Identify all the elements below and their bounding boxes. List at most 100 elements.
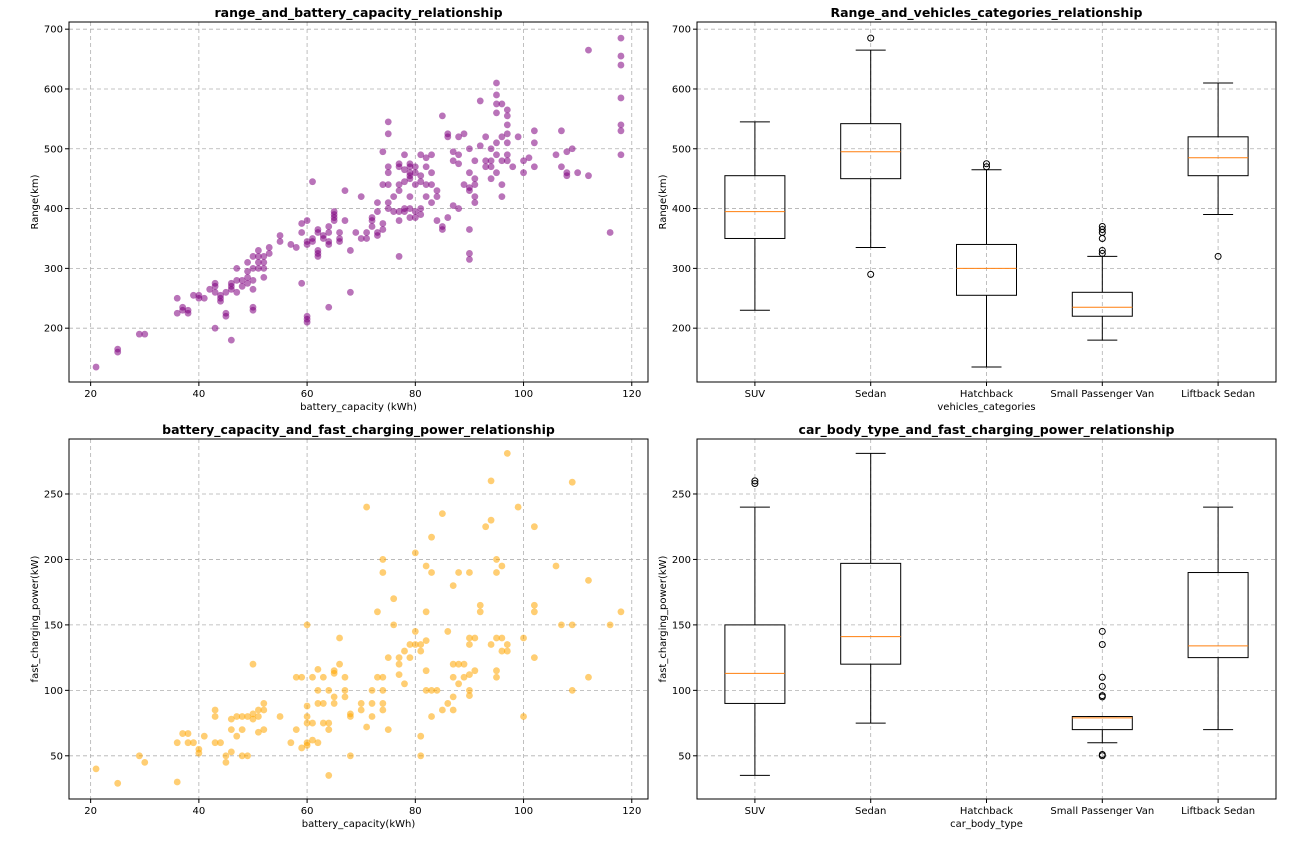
scatter-point	[249, 276, 257, 284]
scatter-point	[341, 673, 349, 681]
scatter-point	[498, 181, 506, 189]
scatter-point	[135, 752, 143, 760]
scatter-point	[428, 686, 435, 694]
scatter-point	[422, 193, 430, 201]
y-tick-label: 400	[44, 204, 63, 215]
scatter-point	[325, 223, 333, 230]
y-tick-label: 200	[672, 555, 691, 566]
scatter-point	[184, 306, 192, 314]
scatter-point	[482, 163, 490, 171]
x-tick-label: Small Passenger Van	[1050, 806, 1154, 817]
x-axis-label: vehicles_categories	[937, 402, 1035, 413]
scatter-point	[466, 256, 473, 263]
scatter-point	[606, 229, 614, 236]
scatter-point	[503, 647, 511, 655]
y-axis-label: fast_charging_power(kW)	[30, 555, 41, 682]
scatter-point	[530, 601, 538, 609]
scatter-point	[482, 133, 490, 141]
scatter-point	[200, 732, 208, 740]
scatter-point	[244, 752, 251, 760]
scatter-point	[368, 214, 376, 221]
scatter-point	[514, 503, 522, 511]
scatter-point	[368, 700, 376, 707]
x-tick-label: 100	[514, 389, 533, 400]
scatter-point	[379, 569, 387, 576]
scatter-point	[493, 169, 500, 177]
scatter-point	[325, 229, 333, 236]
scatter-point	[493, 667, 500, 675]
scatter-point	[563, 172, 571, 180]
scatter-point	[357, 700, 365, 707]
scatter-point	[325, 726, 333, 734]
scatter-point	[433, 193, 441, 201]
scatter-point	[222, 309, 230, 317]
scatter-point	[476, 142, 484, 150]
scatter-point	[114, 779, 122, 787]
scatter-point	[141, 330, 149, 338]
scatter-point	[374, 208, 381, 215]
scatter-point	[254, 706, 262, 714]
scatter-point	[341, 217, 349, 224]
scatter-point	[438, 706, 446, 714]
box-iqr	[956, 243, 1017, 296]
scatter-point	[238, 282, 246, 290]
scatter-point	[617, 61, 625, 69]
scatter-point	[374, 608, 381, 616]
box-outlier	[867, 34, 875, 42]
scatter-point	[379, 226, 387, 233]
scatter-point	[401, 647, 408, 655]
scatter-point	[352, 229, 360, 236]
scatter-point	[217, 291, 224, 299]
scatter-point	[260, 700, 268, 707]
scatter-point	[568, 478, 576, 486]
scatter-point	[265, 250, 273, 257]
scatter-point	[390, 595, 398, 603]
scatter-point	[617, 94, 625, 102]
scatter-point	[303, 621, 311, 629]
chart-range-vs-vehicle-category: 200 300 400 500 600 700 SUV Sedan Hatchback Small…	[658, 5, 1277, 413]
scatter-point	[384, 205, 392, 212]
scatter-point	[471, 193, 479, 201]
scatter-point	[254, 258, 262, 266]
scatter-point	[211, 324, 219, 332]
plot-frame	[68, 438, 649, 800]
scatter-point	[558, 163, 565, 171]
scatter-point	[238, 276, 246, 284]
scatter-point	[292, 244, 300, 251]
chart-body-type-vs-fast-charging: 50 100 150 200 250 SUV Sedan Hatchback Small Pas…	[658, 422, 1277, 830]
scatter-point	[449, 157, 457, 165]
scatter-point	[298, 673, 306, 681]
scatter-point	[384, 181, 392, 189]
y-axis-label: Range(km)	[658, 174, 669, 229]
scatter-point	[493, 634, 500, 642]
y-tick-label: 300	[44, 264, 63, 275]
scatter-point	[379, 148, 387, 156]
scatter-point	[384, 163, 392, 171]
scatter-point	[303, 719, 311, 727]
scatter-point	[179, 730, 187, 737]
scatter-point	[471, 199, 479, 206]
scatter-point	[244, 258, 251, 266]
scatter-point	[379, 700, 387, 707]
scatter-point	[493, 556, 500, 563]
scatter-point	[503, 130, 511, 138]
chart-range-vs-battery-capacity: 200 300 400 500 600 700 20 40 60 80 100 120 range_an…	[30, 5, 649, 413]
box-iqr	[1187, 572, 1249, 659]
y-axis-label: Range(km)	[30, 174, 41, 229]
scatter-point	[466, 671, 473, 679]
scatter-point	[466, 569, 473, 576]
scatter-point	[298, 279, 306, 287]
scatter-point	[346, 247, 354, 254]
scatter-point	[487, 175, 495, 183]
x-tick-label: 100	[514, 806, 533, 817]
scatter-point	[493, 569, 500, 576]
y-tick-label: 50	[50, 751, 63, 762]
scatter-point	[244, 279, 251, 287]
plot-frame	[696, 438, 1277, 800]
scatter-point	[411, 181, 419, 189]
scatter-point	[411, 214, 419, 221]
scatter-point	[449, 148, 457, 156]
scatter-point	[520, 157, 527, 165]
scatter-point	[530, 163, 538, 171]
scatter-point	[336, 634, 343, 642]
